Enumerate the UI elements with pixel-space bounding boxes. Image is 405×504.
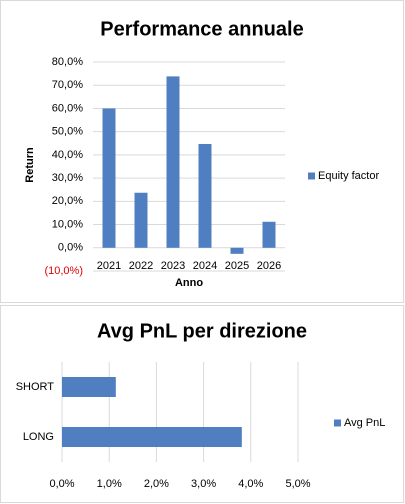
x-tick-label: 2024 [193,260,217,272]
bar [62,377,116,397]
y-tick-label: 80,0% [52,56,83,68]
x-tick-label: 2026 [257,260,281,272]
y-tick-label: 40,0% [52,149,83,161]
legend-swatch [334,419,341,427]
y-tick-label: LONG [23,431,54,443]
y-tick-label: 60,0% [52,102,83,114]
x-tick-label: 4,0% [238,478,263,490]
y-tick-label: 70,0% [52,79,83,91]
x-tick-label: 3,0% [191,478,216,490]
x-tick-label: 2025 [225,260,249,272]
y-tick-label: SHORT [16,381,55,393]
chart-frame [0,305,404,503]
legend-swatch [308,172,315,180]
x-tick-label: 2023 [161,260,185,272]
bar [230,247,244,254]
legend-label: Equity factor [318,170,379,182]
bar [134,192,148,248]
y-tick-label: 50,0% [52,126,83,138]
bar [166,76,180,248]
x-tick-label: 1,0% [97,478,122,490]
y-tick-label: 30,0% [52,172,83,184]
y-tick-label: (10,0%) [44,265,83,277]
x-tick-label: 0,0% [49,478,74,490]
chart-title: Avg PnL per direzione [97,320,307,342]
bar [262,221,276,248]
bar [102,108,116,248]
x-tick-label: 5,0% [285,478,310,490]
y-tick-label: 10,0% [52,218,83,230]
y-tick-label: 20,0% [52,195,83,207]
y-tick-label: 0,0% [58,242,83,254]
x-tick-label: 2,0% [144,478,169,490]
chart-title: Performance annuale [100,18,303,40]
legend-label: Avg PnL [344,417,385,429]
x-axis-title: Anno [175,277,203,289]
bar [198,143,212,248]
x-tick-label: 2021 [97,260,121,272]
y-axis-title: Return [24,147,36,183]
bar [62,427,242,447]
x-tick-label: 2022 [129,260,153,272]
